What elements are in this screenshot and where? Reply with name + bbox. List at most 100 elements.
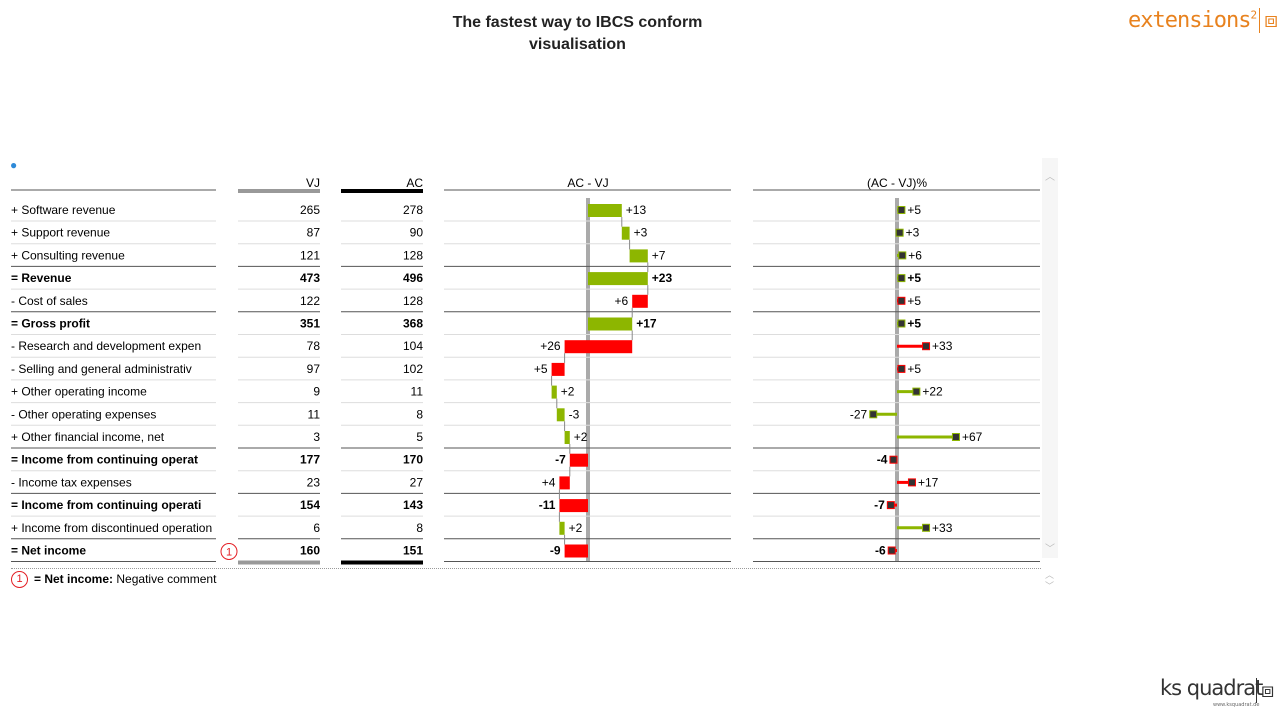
row-vj-value: 177 <box>300 453 320 467</box>
ibcs-variance-chart: VJ AC AC - VJ (AC - VJ)% + Software revenue 2… <box>11 176 1040 565</box>
ks-quadrat-logo-url: www.ksquadrat.de <box>1213 702 1260 708</box>
pct-pin-head <box>922 342 931 351</box>
delta-bar <box>632 294 648 308</box>
delta-bar <box>588 272 648 286</box>
pct-label: +33 <box>932 521 953 535</box>
row-vj-value: 78 <box>307 339 321 353</box>
delta-bar <box>564 544 588 558</box>
delta-bar <box>551 362 565 376</box>
footer-scrollbar[interactable]: ︿ ﹀ <box>1042 568 1058 592</box>
row-vj-value: 473 <box>300 271 320 285</box>
ks-quadrat-logo: ks quadrat www.ksquadrat.de ⧈ <box>1160 676 1274 708</box>
row-vj-value: 351 <box>300 317 320 331</box>
pct-pin-head <box>922 523 931 532</box>
delta-label: +2 <box>574 430 588 444</box>
row-vj-value: 87 <box>307 226 321 240</box>
row-ac-value: 128 <box>403 248 423 262</box>
pct-label: -4 <box>877 453 888 467</box>
header-bar-vj <box>238 189 320 193</box>
pct-label: +6 <box>908 248 922 262</box>
pct-pin-head <box>897 296 906 305</box>
row-ac-value: 496 <box>403 271 423 285</box>
pct-pin-head <box>869 410 878 419</box>
row-vj-value: 3 <box>313 430 320 444</box>
extensions-logo-sup: 2 <box>1250 8 1257 22</box>
row-ac-value: 90 <box>410 226 424 240</box>
footer-scroll-up-icon[interactable]: ︿ <box>1045 570 1055 580</box>
row-vj-value: 122 <box>300 294 320 308</box>
delta-bar <box>588 317 633 331</box>
extensions-logo-mark-icon: ⧈ <box>1259 8 1278 33</box>
row-vj-value: 6 <box>313 521 320 535</box>
delta-bar <box>564 431 570 444</box>
row-label: = Net income <box>11 544 86 558</box>
page-title-line2: visualisation <box>529 36 626 53</box>
delta-label: +13 <box>626 203 647 217</box>
footer-scroll-down-icon[interactable]: ﹀ <box>1045 581 1055 591</box>
delta-bar <box>588 204 622 217</box>
delta-label: +23 <box>652 271 673 285</box>
pct-label: -7 <box>874 498 885 512</box>
row-ac-value: 368 <box>403 317 423 331</box>
ks-quadrat-logo-mark-icon: ⧈ <box>1256 678 1274 703</box>
comment-bubble-icon[interactable]: ● <box>10 158 18 172</box>
delta-label: -7 <box>555 453 566 467</box>
vertical-scrollbar[interactable]: ︿ ﹀ <box>1042 158 1058 558</box>
scroll-up-icon[interactable]: ︿ <box>1045 172 1055 183</box>
pct-label: +5 <box>907 317 921 331</box>
comment-text: Negative comment <box>116 572 217 586</box>
row-ac-value: 5 <box>416 430 423 444</box>
comment-footer: 1 = Net income: Negative comment <box>11 568 1041 591</box>
pct-label: +33 <box>932 339 953 353</box>
delta-label: +3 <box>634 226 648 240</box>
pct-pin-head <box>897 364 906 373</box>
row-ac-value: 104 <box>403 339 423 353</box>
row-label: - Research and development expen <box>11 339 201 353</box>
pct-label: -6 <box>875 544 886 558</box>
page-title-line1: The fastest way to IBCS conform <box>452 14 703 31</box>
delta-label: +5 <box>534 362 548 376</box>
row-ac-value: 170 <box>403 453 423 467</box>
ks-quadrat-logo-text: ks quadrat <box>1160 676 1263 700</box>
pct-pin-head <box>889 455 898 464</box>
page-title: The fastest way to IBCS conform visualis… <box>400 12 755 56</box>
row-label: - Selling and general administrativ <box>11 362 192 376</box>
extensions-logo: extensions2 ⧈ <box>1128 8 1278 33</box>
pct-pin-head <box>907 478 916 487</box>
pct-pin-head <box>897 274 906 283</box>
row-vj-value: 160 <box>300 544 320 558</box>
row-label: + Consulting revenue <box>11 248 125 262</box>
delta-bar <box>569 453 588 467</box>
delta-label: +7 <box>652 248 666 262</box>
footer-bar-ac <box>341 560 423 565</box>
row-label: + Other operating income <box>11 385 147 399</box>
pct-label: +5 <box>907 203 921 217</box>
row-vj-value: 23 <box>307 475 321 489</box>
delta-label: +4 <box>542 475 556 489</box>
comment-label: = Net income: <box>34 572 114 586</box>
row-label: + Other financial income, net <box>11 430 165 444</box>
delta-label: -11 <box>539 498 556 512</box>
pct-pin-head <box>895 228 904 237</box>
row-ac-value: 102 <box>403 362 423 376</box>
header-vj: VJ <box>306 176 320 190</box>
extensions-logo-text: extensions <box>1128 8 1251 33</box>
delta-bar <box>559 499 588 513</box>
delta-bar <box>629 249 648 263</box>
row-label: = Income from continuing operat <box>11 453 198 467</box>
header-delta: AC - VJ <box>567 176 608 190</box>
delta-label: -9 <box>550 544 561 558</box>
scroll-down-icon[interactable]: ﹀ <box>1045 544 1055 555</box>
row-label: = Gross profit <box>11 317 90 331</box>
header-ac: AC <box>406 176 423 190</box>
row-comment-marker <box>220 543 238 560</box>
delta-label: +26 <box>540 339 561 353</box>
delta-bar <box>559 521 565 535</box>
pct-pin-head <box>912 387 921 396</box>
pct-label: +5 <box>907 294 921 308</box>
row-label: - Other operating expenses <box>11 407 156 421</box>
delta-bar <box>551 385 557 399</box>
delta-bar <box>559 476 570 490</box>
pct-pin-head <box>887 546 896 555</box>
comment-marker: 1 <box>11 571 28 589</box>
